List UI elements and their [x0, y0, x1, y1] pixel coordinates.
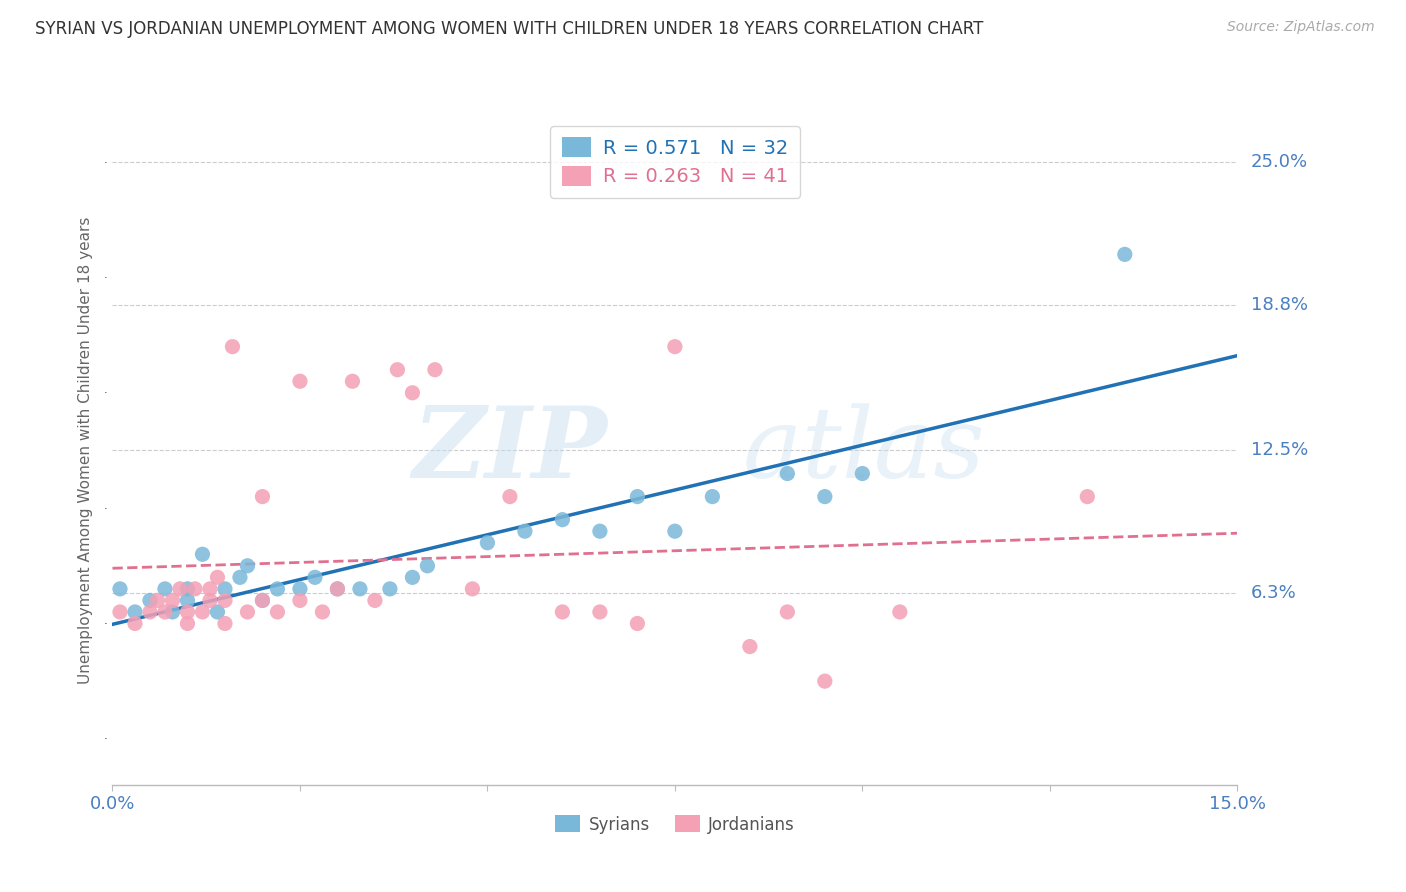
Point	[702, 490, 724, 504]
Point	[176, 616, 198, 631]
Point	[342, 374, 364, 388]
Point	[252, 593, 274, 607]
Text: ZIP: ZIP	[412, 402, 607, 499]
Point	[1114, 247, 1136, 261]
Point	[266, 582, 288, 596]
Point	[214, 582, 236, 596]
Point	[288, 374, 311, 388]
Legend: Syrians, Jordanians: Syrians, Jordanians	[548, 809, 801, 840]
Point	[214, 616, 236, 631]
Point	[589, 605, 612, 619]
Point	[387, 362, 409, 376]
Point	[326, 582, 349, 596]
Point	[626, 616, 648, 631]
Point	[851, 467, 873, 481]
Point	[162, 593, 184, 607]
Point	[198, 593, 221, 607]
Point	[626, 490, 648, 504]
Point	[401, 385, 423, 400]
Point	[214, 593, 236, 607]
Point	[664, 524, 686, 539]
Point	[378, 582, 401, 596]
Point	[499, 490, 522, 504]
Point	[589, 524, 612, 539]
Point	[349, 582, 371, 596]
Point	[139, 593, 162, 607]
Point	[139, 605, 162, 619]
Point	[229, 570, 252, 584]
Point	[124, 616, 146, 631]
Point	[551, 513, 574, 527]
Text: SYRIAN VS JORDANIAN UNEMPLOYMENT AMONG WOMEN WITH CHILDREN UNDER 18 YEARS CORREL: SYRIAN VS JORDANIAN UNEMPLOYMENT AMONG W…	[35, 20, 984, 37]
Point	[776, 467, 799, 481]
Point	[311, 605, 333, 619]
Point	[252, 490, 274, 504]
Point	[153, 582, 176, 596]
Point	[477, 535, 499, 549]
Point	[191, 547, 214, 561]
Point	[207, 605, 229, 619]
Point	[124, 605, 146, 619]
Point	[236, 558, 259, 573]
Point	[252, 593, 274, 607]
Point	[776, 605, 799, 619]
Point	[551, 605, 574, 619]
Point	[108, 582, 131, 596]
Point	[513, 524, 536, 539]
Point	[401, 570, 423, 584]
Point	[191, 605, 214, 619]
Point	[169, 582, 191, 596]
Text: atlas: atlas	[742, 403, 986, 498]
Point	[176, 593, 198, 607]
Point	[176, 605, 198, 619]
Point	[184, 582, 207, 596]
Point	[176, 582, 198, 596]
Point	[221, 340, 243, 354]
Point	[664, 340, 686, 354]
Point	[814, 490, 837, 504]
Text: 12.5%: 12.5%	[1251, 442, 1308, 459]
Point	[304, 570, 326, 584]
Text: Source: ZipAtlas.com: Source: ZipAtlas.com	[1227, 20, 1375, 34]
Point	[266, 605, 288, 619]
Point	[326, 582, 349, 596]
Point	[416, 558, 439, 573]
Point	[153, 605, 176, 619]
Point	[1076, 490, 1098, 504]
Point	[288, 582, 311, 596]
Point	[108, 605, 131, 619]
Point	[288, 593, 311, 607]
Point	[423, 362, 446, 376]
Text: 6.3%: 6.3%	[1251, 584, 1296, 602]
Point	[738, 640, 761, 654]
Point	[162, 605, 184, 619]
Y-axis label: Unemployment Among Women with Children Under 18 years: Unemployment Among Women with Children U…	[79, 217, 93, 684]
Point	[236, 605, 259, 619]
Point	[364, 593, 387, 607]
Point	[146, 593, 169, 607]
Text: 25.0%: 25.0%	[1251, 153, 1308, 171]
Point	[814, 674, 837, 689]
Text: 18.8%: 18.8%	[1251, 296, 1308, 314]
Point	[461, 582, 484, 596]
Point	[198, 582, 221, 596]
Point	[889, 605, 911, 619]
Point	[207, 570, 229, 584]
